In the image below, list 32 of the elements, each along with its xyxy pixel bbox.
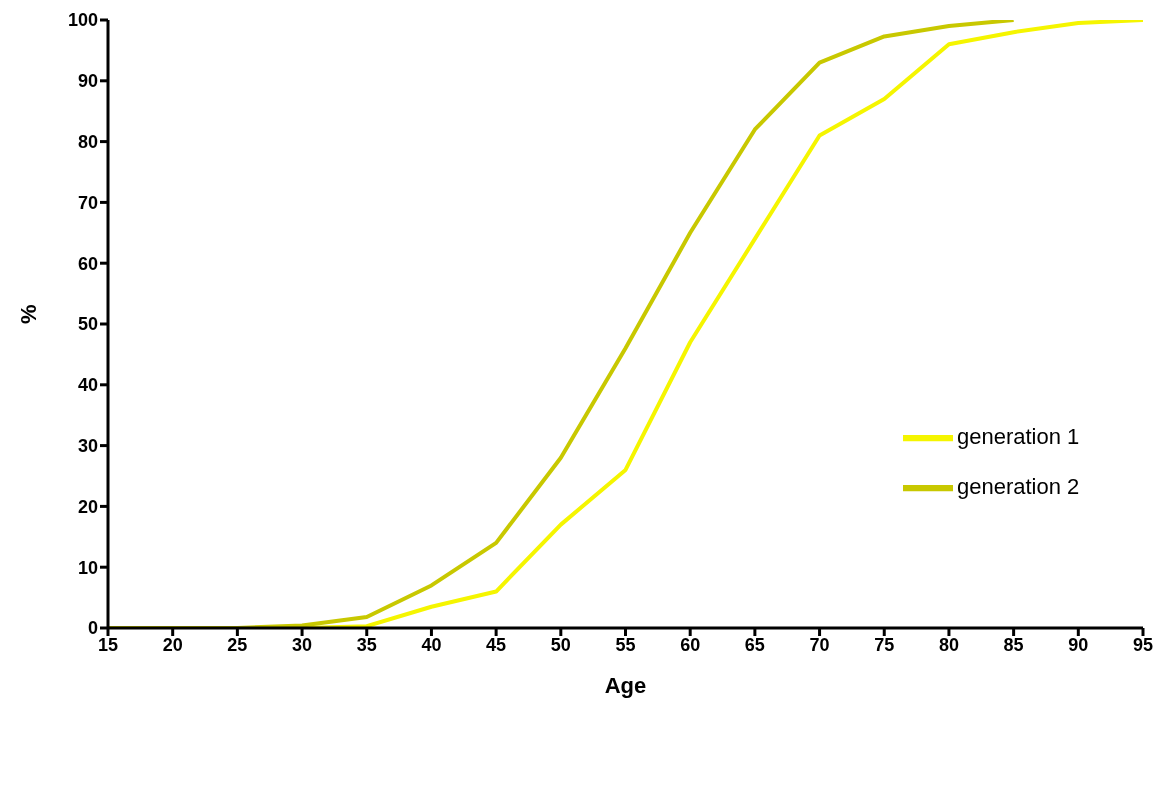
x-tick-label: 20	[162, 634, 183, 655]
y-tick-label: 10	[77, 557, 98, 578]
x-tick-label: 45	[486, 634, 507, 655]
y-tick-label: 60	[77, 253, 98, 274]
legend-label: generation 2	[957, 473, 1080, 499]
y-tick-label: 90	[77, 71, 98, 92]
legend-label: generation 1	[957, 423, 1080, 449]
y-tick-label: 30	[77, 435, 98, 456]
x-tick-label: 95	[1132, 634, 1154, 655]
x-tick-label: 75	[874, 634, 895, 655]
x-tick-label: 55	[615, 634, 636, 655]
y-tick-label: 70	[77, 192, 98, 213]
y-tick-label: 0	[87, 618, 98, 639]
y-tick-label: 40	[77, 375, 98, 396]
x-tick-label: 30	[292, 634, 313, 655]
x-tick-label: 80	[938, 634, 959, 655]
y-axis-title: %	[15, 304, 41, 324]
x-tick-label: 40	[421, 634, 442, 655]
x-tick-label: 85	[1003, 634, 1024, 655]
x-tick-label: 15	[97, 634, 119, 655]
x-tick-label: 65	[744, 634, 765, 655]
x-tick-label: 50	[550, 634, 571, 655]
x-tick-label: 25	[227, 634, 248, 655]
y-tick-label: 50	[77, 314, 98, 335]
y-tick-label: 80	[77, 131, 98, 152]
y-tick-label: 100	[67, 10, 98, 31]
x-tick-label: 90	[1068, 634, 1089, 655]
x-tick-label: 60	[680, 634, 701, 655]
y-tick-label: 20	[77, 496, 98, 517]
x-tick-label: 35	[356, 634, 377, 655]
x-axis-title: Age	[604, 673, 647, 698]
x-tick-label: 70	[809, 634, 830, 655]
